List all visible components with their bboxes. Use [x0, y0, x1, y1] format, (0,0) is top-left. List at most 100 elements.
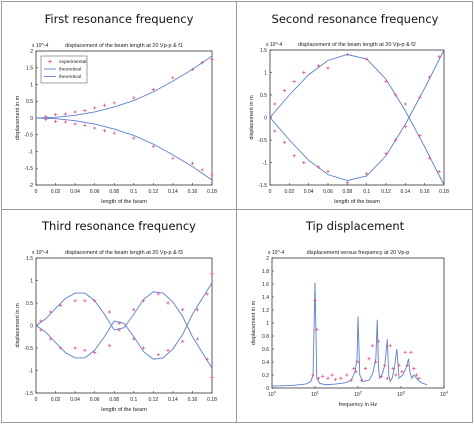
data-point — [417, 376, 421, 380]
y-axis-label: displacement in m — [15, 95, 21, 140]
x-axis-label: length of the beam — [101, 407, 147, 413]
x-tick-label: 101 — [311, 391, 319, 399]
data-point — [376, 339, 381, 343]
data-point — [107, 310, 111, 314]
data-point — [384, 151, 388, 156]
series-line-2 — [35, 282, 213, 360]
data-point — [292, 79, 296, 84]
exponent-label: x 10^-4 — [266, 42, 282, 48]
plot-area — [269, 49, 445, 186]
data-point — [365, 172, 369, 176]
series-line-1 — [35, 291, 213, 369]
data-point — [141, 299, 146, 303]
x-tick-label: 0.1 — [363, 189, 370, 195]
y-tick-label: 0 — [30, 323, 33, 329]
y-tick-label: 0.8 — [262, 334, 269, 340]
data-point — [205, 292, 209, 296]
data-point — [356, 360, 360, 364]
data-point — [326, 66, 330, 70]
y-tick-label: 1 — [266, 321, 269, 327]
x-tick-label: 0.04 — [70, 397, 80, 403]
data-point — [63, 112, 67, 116]
data-point — [352, 366, 356, 371]
exponent-label: x 10^-4 — [268, 250, 284, 256]
data-point — [282, 140, 287, 144]
data-point — [181, 308, 185, 312]
data-point — [394, 93, 398, 97]
data-point — [44, 118, 48, 122]
y-tick-label: -2 — [29, 183, 34, 189]
data-point — [93, 126, 97, 130]
chart-title: displacement of the beam length at 20 Vp… — [65, 43, 183, 49]
legend-label: theoretical — [59, 74, 81, 80]
y-tick-label: -1 — [29, 368, 34, 374]
legend-label: experimental — [59, 59, 86, 65]
chart-1: displacement of the beam length at 20 Vp… — [15, 43, 217, 205]
data-point — [345, 373, 349, 377]
y-tick-label: 0.6 — [262, 347, 269, 353]
x-axis-label: length of the beam — [101, 199, 147, 205]
x-tick-label: 0.1 — [130, 189, 137, 195]
x-tick-label: 0.18 — [207, 189, 217, 195]
data-point — [132, 308, 136, 312]
data-point — [83, 299, 87, 303]
data-point — [403, 124, 407, 129]
x-tick-label: 0.18 — [439, 189, 449, 195]
exponent-label: x 10^-4 — [32, 43, 48, 49]
y-tick-label: 0.5 — [26, 99, 33, 105]
data-point — [102, 129, 107, 133]
data-point — [367, 357, 371, 361]
series-line-2 — [269, 49, 445, 181]
data-point — [200, 61, 204, 65]
data-point — [171, 156, 175, 160]
series-line-1 — [269, 54, 445, 186]
y-tick-label: 1 — [264, 70, 267, 76]
data-point — [394, 373, 398, 377]
chart-3: displacement of the beam length at 20 Vp… — [15, 250, 217, 413]
x-tick-label: 104 — [440, 391, 448, 399]
data-point — [156, 292, 160, 296]
data-point — [93, 299, 97, 303]
data-point — [39, 319, 43, 323]
data-point — [73, 122, 77, 126]
x-tick-label: 0.06 — [90, 189, 100, 195]
y-tick-label: -0.5 — [258, 138, 267, 144]
data-point — [414, 373, 419, 377]
data-point — [63, 120, 67, 124]
data-point — [427, 156, 432, 160]
chart-title: displacement of the beam length at 20 Vp… — [65, 250, 183, 256]
data-point — [210, 57, 214, 61]
data-point — [403, 102, 407, 106]
data-point — [403, 350, 407, 354]
data-point — [302, 70, 306, 75]
y-tick-label: -0.5 — [24, 346, 33, 352]
data-point — [151, 144, 155, 149]
data-point — [83, 348, 87, 352]
data-point — [391, 366, 395, 371]
y-tick-label: -1 — [263, 160, 268, 166]
data-point — [379, 374, 383, 378]
data-point — [117, 328, 121, 332]
x-tick-label: 0.12 — [148, 397, 158, 403]
x-tick-label: 0.06 — [90, 397, 100, 403]
data-point — [83, 109, 87, 113]
legend-marker — [48, 59, 52, 64]
data-point — [210, 375, 214, 379]
x-tick-label: 0.06 — [323, 189, 333, 195]
data-point — [315, 327, 319, 332]
y-tick-label: 1.2 — [262, 308, 269, 314]
data-point — [39, 328, 43, 332]
data-point — [418, 133, 422, 138]
x-tick-label: 100 — [268, 391, 276, 399]
data-point — [345, 52, 349, 57]
x-tick-label: 0.08 — [342, 189, 352, 195]
x-tick-label: 103 — [397, 391, 405, 399]
data-point — [53, 113, 58, 117]
plot-area — [35, 257, 213, 394]
data-point — [354, 370, 358, 374]
data-point — [132, 96, 136, 100]
data-point — [273, 102, 277, 106]
data-point — [195, 337, 199, 341]
x-tick-label: 0.02 — [284, 189, 294, 195]
